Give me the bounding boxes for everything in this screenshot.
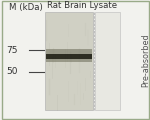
Text: 50: 50 [6, 67, 18, 77]
Text: 75: 75 [6, 46, 18, 55]
Bar [45, 12, 93, 110]
Bar [46, 49, 92, 62]
Bar [94, 12, 120, 110]
Bar [46, 54, 92, 59]
Text: Pre-absorbed: Pre-absorbed [141, 33, 150, 87]
Text: M (kDa): M (kDa) [9, 3, 43, 12]
Text: Rat Brain Lysate: Rat Brain Lysate [47, 2, 118, 11]
